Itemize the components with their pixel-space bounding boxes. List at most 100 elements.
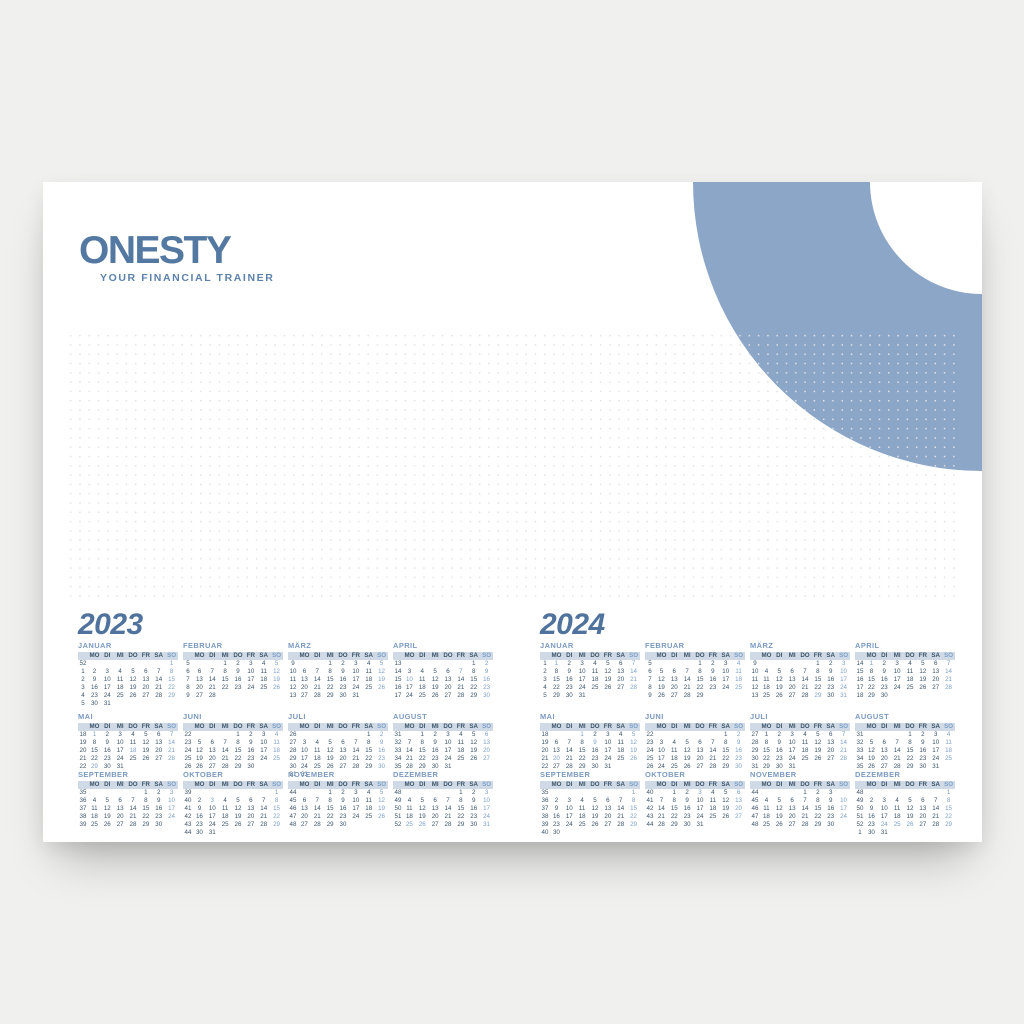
day-cell: 21	[221, 755, 229, 762]
day-cell: 24	[657, 763, 665, 770]
month-title: JUNI	[645, 712, 664, 721]
day-cell: 22	[142, 813, 150, 820]
day-cell: 4	[946, 731, 951, 738]
day-cell: 7	[354, 739, 358, 746]
day-cell: 23	[709, 684, 717, 691]
month-grid: MO DI MI DO FR SA SO 31 1 2 3 4 32 5 6 7 8 9 10 11 33 12 13 14 1…	[855, 723, 955, 771]
day-cell: 25	[365, 684, 373, 691]
day-cell: 29	[326, 821, 334, 828]
week-number: 14	[394, 668, 402, 675]
day-cell: 30	[735, 763, 742, 770]
weekday-header: MO	[88, 723, 101, 731]
day-cell	[416, 789, 429, 797]
day-cell: 9	[777, 739, 781, 746]
week-number: 46	[289, 805, 297, 812]
day-cell: 17	[722, 676, 730, 683]
weekday-header: MI	[890, 781, 904, 789]
day-cell: 20	[880, 755, 888, 762]
day-cell: 23	[880, 684, 888, 691]
weekday-header: DO	[126, 652, 140, 660]
day-cell: 27	[155, 755, 163, 762]
day-cell: 12	[273, 668, 280, 675]
day-cell: 20	[617, 676, 625, 683]
day-cell: 10	[300, 747, 308, 754]
day-cell: 18	[457, 747, 465, 754]
day-cell: 23	[339, 813, 347, 820]
day-cell: 17	[405, 684, 413, 691]
day-cell: 28	[801, 821, 809, 828]
day-cell: 1	[672, 789, 676, 796]
week-number: 35	[394, 763, 402, 770]
day-cell: 22	[418, 755, 426, 762]
day-cell: 9	[249, 739, 253, 746]
day-cell: 8	[236, 739, 240, 746]
day-cell	[891, 692, 904, 700]
day-cell: 18	[617, 747, 625, 754]
day-cell: 13	[339, 747, 347, 754]
calendar-row: JANUAR MO DI MI DO FR SA SO 52 1 1 2 3 4 5 6 7 8 2 9 10 11 12 1…	[78, 641, 493, 708]
day-cell: 28	[801, 692, 809, 699]
day-cell: 24	[880, 821, 888, 828]
day-cell: 10	[880, 805, 888, 812]
day-cell	[219, 692, 232, 700]
day-cell: 25	[670, 763, 678, 770]
day-cell: 29	[457, 821, 465, 828]
day-cell: 29	[552, 692, 560, 699]
day-cell: 27	[339, 763, 347, 770]
day-cell: 30	[565, 692, 573, 699]
day-cell: 4	[366, 660, 371, 667]
day-cell: 17	[932, 747, 940, 754]
day-cell: 4	[736, 660, 741, 667]
day-cell: 11	[763, 805, 770, 812]
day-cell: 18	[418, 684, 426, 691]
day-cell: 9	[828, 797, 833, 804]
day-cell: 17	[260, 747, 268, 754]
day-cell: 8	[869, 668, 874, 675]
month-title: SEPTEMBER	[78, 770, 129, 779]
weekday-header: MI	[680, 723, 694, 731]
weekday-header: SO	[627, 652, 640, 660]
day-cell	[681, 660, 694, 668]
weekday-header: SA	[257, 652, 271, 660]
day-cell: 27	[195, 692, 203, 699]
weekday-header: DO	[336, 723, 350, 731]
day-cell: 24	[247, 684, 255, 691]
weekday-header: MO	[193, 781, 206, 789]
month-grid: MO DI MI DO FR SA SO 40 1 2 3 4 5 6 41 7 8 9 10 11 12 13 42 14 1…	[645, 781, 745, 829]
week-number: 50	[394, 805, 402, 812]
day-cell: 19	[775, 684, 783, 691]
week-number: 44	[184, 829, 192, 836]
weekday-header: SA	[257, 781, 271, 789]
day-cell: 19	[604, 676, 612, 683]
day-cell: 4	[803, 731, 807, 738]
day-cell	[601, 789, 614, 797]
day-cell: 23	[339, 684, 347, 691]
week-number: 5	[648, 660, 652, 667]
day-cell	[101, 789, 114, 797]
week-number: 22	[184, 731, 192, 738]
day-cell: 7	[685, 668, 689, 675]
week-number: 37	[79, 805, 87, 812]
day-cell: 2	[567, 660, 571, 667]
weekday-header: MO	[193, 652, 206, 660]
weekday-header: MO	[298, 723, 311, 731]
day-cell: 27	[604, 821, 612, 828]
day-cell	[916, 692, 929, 700]
day-cell: 1	[92, 731, 97, 738]
day-cell: 19	[326, 755, 334, 762]
day-cell: 7	[261, 797, 266, 804]
day-cell: 14	[840, 739, 847, 746]
day-cell: 6	[302, 797, 307, 804]
weekday-header: SO	[165, 652, 178, 660]
day-cell: 5	[105, 797, 109, 804]
day-cell: 28	[313, 821, 321, 828]
day-cell: 5	[274, 660, 279, 667]
day-cell: 18	[116, 684, 124, 691]
day-cell: 18	[129, 747, 137, 754]
day-cell: 6	[921, 797, 925, 804]
day-cell: 4	[131, 731, 135, 738]
week-number: 29	[289, 755, 297, 762]
weekday-header: SO	[732, 781, 745, 789]
day-cell: 10	[352, 797, 360, 804]
weekday-header: SO	[375, 723, 388, 731]
